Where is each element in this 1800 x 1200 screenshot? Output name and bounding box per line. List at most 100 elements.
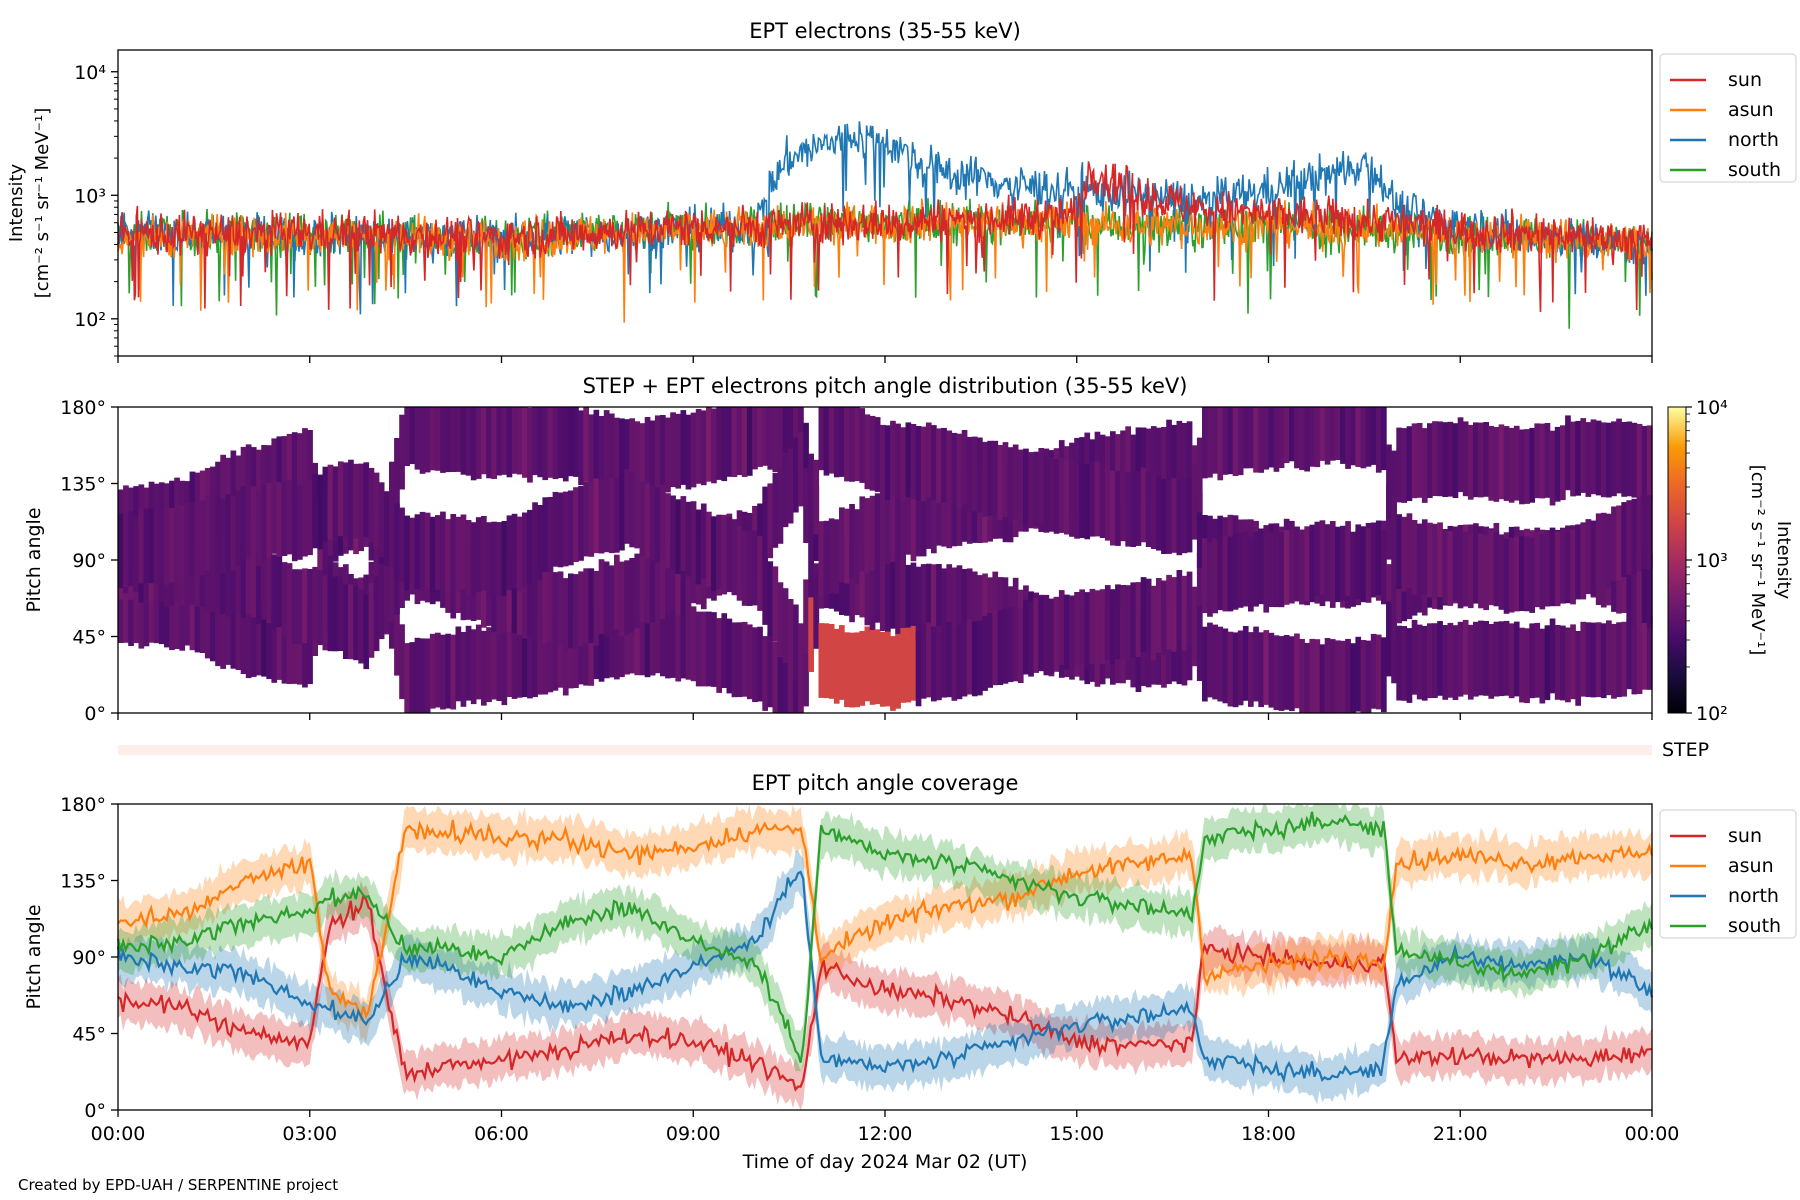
heatmap-cell-north <box>1386 601 1392 677</box>
heatmap-cell-north <box>890 636 896 711</box>
heatmap-cell-sun <box>741 621 748 697</box>
heatmap-cell-south <box>1181 478 1188 554</box>
heatmap-cell-sun <box>1641 614 1648 690</box>
heatmap-cell-south <box>1600 512 1607 588</box>
colorbar-tick-label: 10⁴ <box>1696 397 1728 419</box>
heatmap-cell-north <box>680 540 687 615</box>
heatmap-cell-south <box>818 407 825 471</box>
heatmap-cell-south <box>138 508 145 584</box>
heatmap-cell-sun <box>680 603 687 679</box>
heatmap-cell-north <box>946 622 953 698</box>
heatmap-cell-sun <box>905 564 912 640</box>
heatmap-cell-sun <box>1616 622 1622 698</box>
heatmap-cell-sun <box>925 563 932 639</box>
heatmap-cell-south <box>603 477 610 553</box>
heatmap-cell-sun <box>133 568 139 644</box>
heatmap-cell-north <box>337 576 344 651</box>
heatmap-cell-asun <box>1570 421 1576 497</box>
heatmap-cell-asun <box>1606 422 1612 498</box>
intensity-y-ticks: 10² 10³ 10⁴ <box>74 62 118 357</box>
heatmap-cell-asun <box>910 486 917 562</box>
heatmap-cell-asun <box>1631 422 1638 498</box>
heatmap-cell-asun <box>1145 428 1152 504</box>
heatmap-cell-south <box>1084 464 1091 540</box>
heatmap-cell-asun <box>286 433 293 509</box>
heatmap-cell-south <box>1171 478 1177 553</box>
heatmap-cell-asun <box>726 407 733 477</box>
heatmap-cell-north <box>1043 600 1050 676</box>
intensity-plot-frame <box>117 49 1653 357</box>
heatmap-cell-north <box>348 584 354 660</box>
heatmap-cell-sun <box>864 550 871 626</box>
heatmap-cell-north <box>552 572 559 647</box>
heatmap-cell-north <box>1237 630 1244 706</box>
heatmap-cell-asun <box>302 428 308 503</box>
heatmap-cell-sun <box>1447 622 1454 698</box>
heatmap-cell-south <box>598 478 605 554</box>
heatmap-cell-south <box>828 407 835 474</box>
heatmap-cell-south <box>465 520 472 595</box>
heatmap-cell-sun <box>174 574 180 649</box>
heatmap-cell-north <box>1335 640 1341 713</box>
heatmap-cell-asun <box>660 415 666 490</box>
heatmap-cell-south <box>450 514 457 589</box>
heatmap-cell-asun <box>373 535 380 611</box>
heatmap-cell-sun <box>516 622 523 698</box>
heatmap-cell-asun <box>1314 521 1321 597</box>
heatmap-cell-asun <box>1335 527 1341 603</box>
heatmap-cell-asun <box>1600 422 1607 498</box>
heatmap-cell-sun <box>706 611 712 687</box>
heatmap-cell-south <box>378 482 385 558</box>
heatmap-cell-north <box>1646 553 1653 629</box>
heatmap-cell-south <box>1432 523 1438 599</box>
heatmap-cell-asun <box>1242 531 1249 607</box>
heatmap-cell-north <box>1150 585 1157 661</box>
heatmap-cell-south <box>1058 458 1065 533</box>
heatmap-cell-north <box>1130 582 1137 658</box>
heatmap-cell-asun <box>532 407 538 476</box>
heatmap-cell-north <box>1273 635 1280 711</box>
heatmap-cell-north <box>670 534 676 610</box>
heatmap-cell-sun <box>900 557 906 633</box>
heatmap-cell-south <box>1493 531 1500 607</box>
heatmap-cell-asun <box>1621 422 1627 497</box>
heatmap-cell-north <box>266 548 272 624</box>
heatmap-cell-north <box>1232 632 1239 708</box>
heatmap-cell-north <box>573 574 579 649</box>
heatmap-cell-north <box>997 610 1004 685</box>
heatmap-cell-north <box>639 547 646 622</box>
heatmap-cell-south <box>1570 529 1576 605</box>
heatmap-cell-north <box>516 560 523 635</box>
heatmap-cell-asun <box>409 407 416 465</box>
heatmap-cell-north <box>598 559 605 634</box>
heatmap-cell-north <box>1084 592 1091 667</box>
heatmap-cell-south <box>240 486 247 561</box>
heatmap-cell-south <box>971 436 978 512</box>
heatmap-cell-sun <box>583 610 589 686</box>
heatmap-cell-asun <box>1391 450 1397 526</box>
heatmap-cell-sun <box>1621 621 1627 697</box>
heatmap-cell-north <box>1099 589 1106 664</box>
heatmap-cell-north <box>1048 598 1055 674</box>
heatmap-cell-north <box>1381 637 1387 713</box>
heatmap-cell-asun <box>1513 425 1520 501</box>
heatmap-cell-asun <box>1406 426 1413 501</box>
heatmap-cell-asun <box>1360 526 1367 602</box>
legend-box <box>1659 53 1797 183</box>
heatmap-cell-asun <box>475 407 482 479</box>
y-tick-label: 10³ <box>74 185 106 207</box>
heatmap-cell-sun <box>762 636 768 711</box>
heatmap-cell-south <box>327 464 334 540</box>
heatmap-cell-south <box>235 490 242 566</box>
coverage-panel-title: EPT pitch angle coverage <box>752 771 1019 795</box>
y-tick-label: 0° <box>84 1100 106 1122</box>
heatmap-cell-south <box>542 497 549 573</box>
heatmap-cell-south <box>966 436 973 512</box>
heatmap-cell-asun <box>900 485 906 560</box>
heatmap-cell-sun <box>946 564 953 639</box>
heatmap-cell-asun <box>1156 427 1162 503</box>
heatmap-cell-asun <box>1258 529 1264 605</box>
heatmap-cell-south <box>179 505 186 581</box>
heatmap-cell-sun <box>982 573 988 649</box>
